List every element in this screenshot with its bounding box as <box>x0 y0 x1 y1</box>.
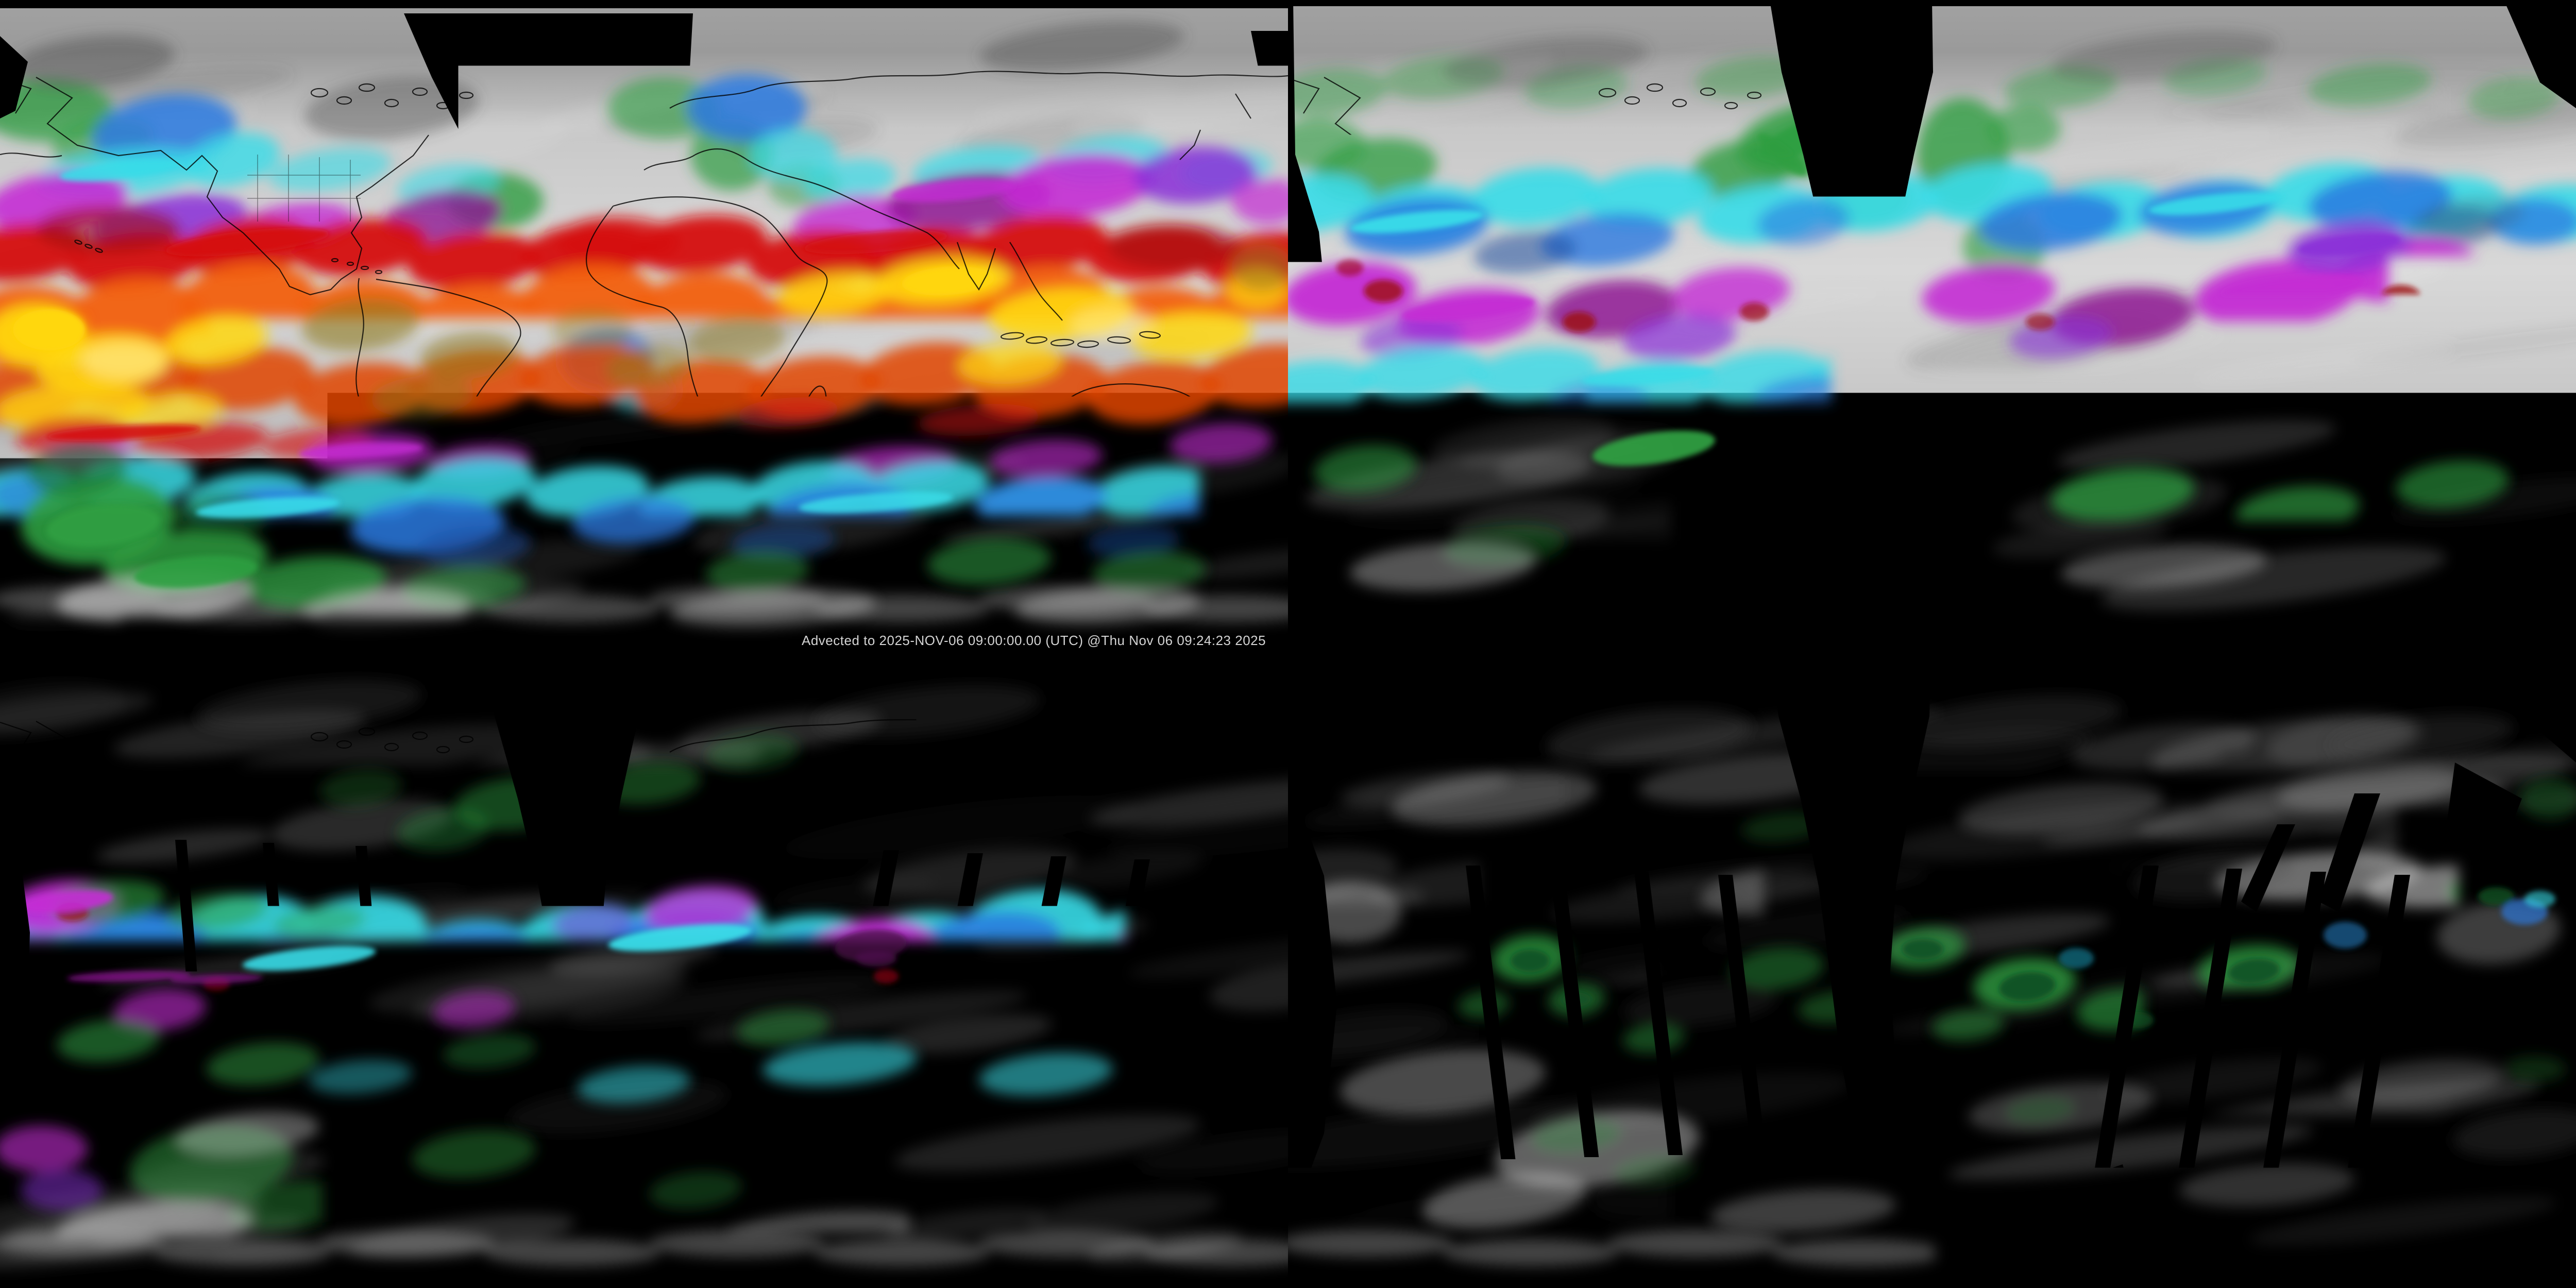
panel-850-700: 850–700 <box>1288 0 2576 644</box>
data-void-mask-layer <box>0 0 1288 644</box>
alpw-four-panel-product: SFC–850 850–700 700–500 500–300 Advected… <box>0 0 2576 1288</box>
data-void-mask-layer <box>0 644 1288 1288</box>
panel-row-divider <box>0 643 2576 645</box>
data-void-mask-layer <box>1288 0 2576 644</box>
panel-sfc-850: SFC–850 <box>0 0 1288 644</box>
panel-700-500: 700–500 <box>0 644 1288 1288</box>
advection-timestamp-caption: Advected to 2025-NOV-06 09:00:00.00 (UTC… <box>802 633 1266 649</box>
panel-500-300: 500–300 <box>1288 644 2576 1288</box>
data-void-mask-layer <box>1288 644 2576 1288</box>
